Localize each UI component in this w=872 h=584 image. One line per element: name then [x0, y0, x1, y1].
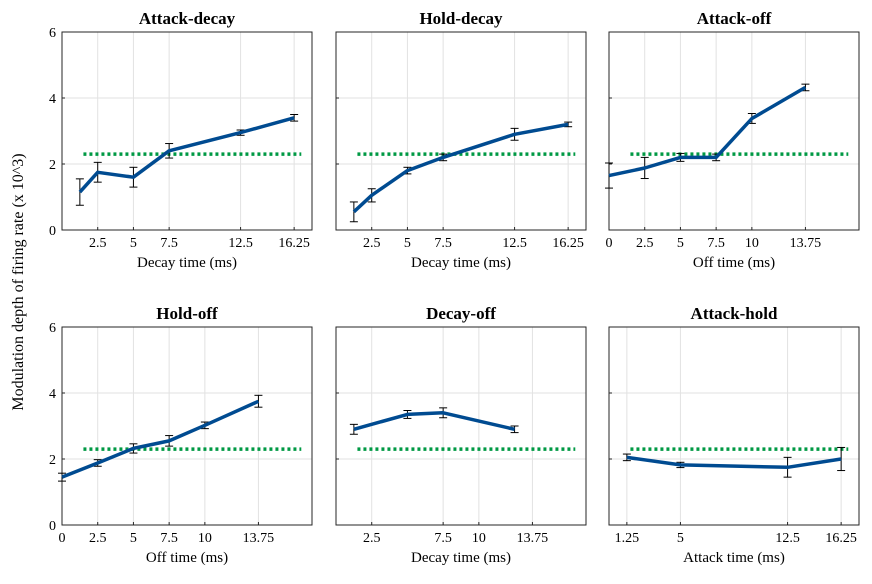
x-tick-label: 13.75 [243, 531, 275, 546]
x-tick-label: 16.25 [825, 531, 857, 546]
x-tick-label: 7.5 [160, 531, 178, 546]
y-tick-label: 2 [49, 453, 56, 468]
series-line [626, 455, 842, 470]
panel-2: 2.5 5 7.5 12.5 16.25 Hold-decay Decay time (ms… [335, 9, 587, 271]
x-tick-label: 7.5 [434, 236, 452, 251]
x-tick-label: 5 [677, 236, 684, 251]
x-axis-label: Off time (ms) [146, 550, 228, 566]
x-tick-label: 5 [677, 531, 684, 546]
x-tick-label: 0 [59, 531, 66, 546]
x-tick-label: 13.75 [790, 236, 822, 251]
x-tick-label: 2.5 [89, 531, 107, 546]
series-line [608, 85, 807, 178]
plot-frame [608, 31, 860, 231]
x-axis-label: Attack time (ms) [683, 550, 785, 566]
panel-title: Attack-decay [139, 9, 236, 28]
x-axis-label: Decay time (ms) [411, 550, 511, 566]
x-tick-label: 10 [198, 531, 212, 546]
panel-4: 0 2.5 5 7.5 10 13.75 0 2 4 6 Hold-off Off time (ms) [49, 304, 313, 566]
x-tick-label: 12.5 [775, 531, 800, 546]
x-tick-label: 7.5 [160, 236, 178, 251]
plot-frame [335, 31, 587, 231]
series-line [61, 399, 260, 479]
x-tick-label: 5 [130, 531, 137, 546]
x-axis-label: Off time (ms) [693, 255, 775, 271]
x-tick-label: 13.75 [517, 531, 549, 546]
x-tick-label: 2.5 [89, 236, 107, 251]
x-tick-label: 5 [130, 236, 137, 251]
y-tick-label: 4 [49, 92, 56, 107]
panel-title: Attack-off [697, 9, 772, 28]
series-line [353, 411, 515, 432]
panel-title: Hold-decay [419, 9, 503, 28]
panel-1: 2.5 5 7.5 12.5 16.25 0 2 4 6 Attack-decay Decay ti… [49, 9, 313, 271]
x-tick-label: 7.5 [434, 531, 452, 546]
x-tick-label: 10 [745, 236, 759, 251]
y-tick-label: 2 [49, 158, 56, 173]
panel-title: Hold-off [156, 304, 218, 323]
x-tick-label: 12.5 [228, 236, 253, 251]
x-tick-label: 1.25 [615, 531, 640, 546]
panel-5: 2.5 7.5 10 13.75 Decay-off Decay time (ms) [335, 304, 587, 566]
series-line [352, 122, 569, 214]
y-tick-label: 4 [49, 387, 56, 402]
plot-frame [608, 326, 860, 526]
x-tick-label: 12.5 [502, 236, 527, 251]
x-tick-label: 16.25 [552, 236, 584, 251]
x-tick-label: 2.5 [363, 236, 381, 251]
y-tick-label: 6 [49, 26, 56, 41]
x-tick-label: 2.5 [363, 531, 381, 546]
y-tick-label: 6 [49, 321, 56, 336]
x-tick-label: 7.5 [707, 236, 725, 251]
figure-y-axis-label: Modulation depth of firing rate (x 10^3) [10, 153, 27, 410]
plot-frame [335, 326, 587, 526]
x-tick-label: 5 [404, 236, 411, 251]
x-axis-label: Decay time (ms) [137, 255, 237, 271]
series-line [78, 116, 295, 194]
x-tick-label: 10 [472, 531, 486, 546]
x-tick-label: 16.25 [278, 236, 310, 251]
panel-3: 0 2.5 5 7.5 10 13.75 Attack-off Off time (ms) [605, 9, 860, 271]
x-tick-label: 2.5 [636, 236, 654, 251]
panel-6: 1.25 5 12.5 16.25 Attack-hold Attack time (ms… [608, 304, 860, 566]
panel-title: Decay-off [426, 304, 496, 323]
plot-frame [61, 31, 313, 231]
x-tick-label: 0 [606, 236, 613, 251]
y-tick-label: 0 [49, 519, 56, 534]
x-axis-label: Decay time (ms) [411, 255, 511, 271]
plot-frame [61, 326, 313, 526]
y-tick-label: 0 [49, 224, 56, 239]
panel-title: Attack-hold [691, 304, 778, 323]
